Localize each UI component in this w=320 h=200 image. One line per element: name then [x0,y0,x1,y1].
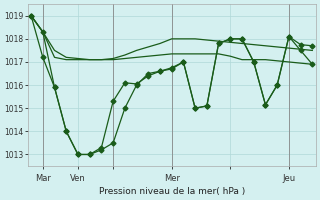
X-axis label: Pression niveau de la mer( hPa ): Pression niveau de la mer( hPa ) [99,187,245,196]
